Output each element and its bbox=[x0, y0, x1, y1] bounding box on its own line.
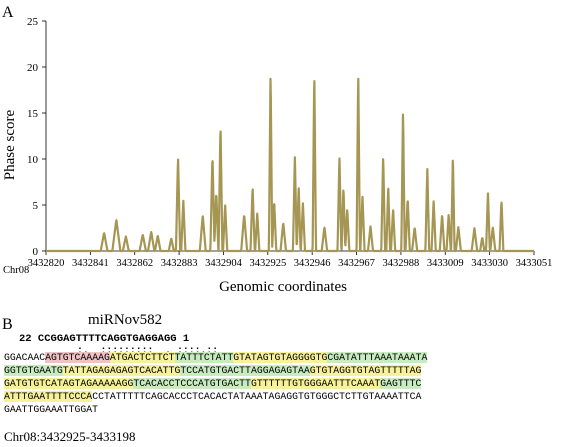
mirna-sequence: CCGGAGTTTTCAGGTGAGGAGG bbox=[37, 333, 177, 345]
sequence-line: GGTGTGAATGTATTAGAGAGAGTCACATTGTCCATGTGAC… bbox=[4, 364, 427, 377]
y-tick-label: 0 bbox=[33, 246, 39, 258]
x-tick-label: 3432841 bbox=[72, 258, 109, 269]
sequence-line: GAATTGGAAATTGGAT bbox=[4, 403, 427, 416]
mirna-sequence-row: 22 CCGGAGTTTTCAGGTGAGGAGG 1 bbox=[19, 333, 189, 346]
highlighted-segment-yellow: ATGACTCTTCT bbox=[109, 352, 175, 363]
sequence-segment: GGACAAC bbox=[4, 352, 46, 363]
mirna-start-index: 22 bbox=[19, 333, 32, 345]
x-tick-label: 3432820 bbox=[28, 258, 65, 269]
y-tick-label: 10 bbox=[27, 154, 39, 166]
x-tick-label: 3432988 bbox=[383, 258, 420, 269]
y-tick-label: 20 bbox=[27, 62, 39, 74]
pairing-symbols: :. ::::::::: . ::::.:: bbox=[77, 345, 219, 356]
chromosome-coordinates: Chr08:3432925-3433198 bbox=[4, 429, 136, 444]
highlighted-segment-yellow: GTTTTTTGTGGGAATTTCAAAT bbox=[250, 378, 381, 389]
mirna-name: miRNov582 bbox=[88, 312, 163, 328]
x-tick-label: 3433051 bbox=[516, 258, 553, 269]
x-tick-label: 3433009 bbox=[427, 258, 464, 269]
highlighted-segment-green: TATTTCTATT bbox=[174, 352, 234, 363]
highlighted-segment-yellow: ATTTGAATTTTCCCA bbox=[4, 391, 93, 402]
y-axis: 0 5 10 15 20 25 bbox=[27, 16, 47, 258]
phase-score-line bbox=[45, 77, 535, 253]
target-sequence: GGACAACAGTGTCAAAAGATGACTCTTCTTATTTCTATTG… bbox=[4, 351, 428, 416]
x-tick-label: 3432862 bbox=[116, 258, 153, 269]
panel-b-label: B bbox=[2, 316, 13, 333]
x-tick-label: 3432946 bbox=[294, 258, 331, 269]
highlighted-segment-yellow: TATTAGAGAGAGTCACATTG bbox=[62, 365, 181, 376]
highlighted-segment-green: CGATATTTAAATAAATA bbox=[327, 352, 428, 363]
y-tick-label: 5 bbox=[33, 200, 39, 212]
highlighted-segment-green: TCCATGTGACTTAGGAGAGTAA bbox=[180, 365, 310, 376]
highlighted-segment-pink: AGTGTCAAAAG bbox=[45, 352, 110, 363]
sequence-segment: GAATTGGAAATTGGAT bbox=[4, 404, 99, 415]
x-tick-label: 3432883 bbox=[161, 258, 198, 269]
y-tick-label: 15 bbox=[27, 108, 39, 120]
sequence-line: GATGTGTCATAGTAGAAAAAGGTCACACCTCCCATGTGAC… bbox=[4, 377, 427, 390]
x-tick-label: 3432904 bbox=[205, 258, 243, 269]
highlighted-segment-yellow: GTGTAGGTGTAGTTTTTAG bbox=[309, 365, 422, 376]
sequence-line: GGACAACAGTGTCAAAAGATGACTCTTCTTATTTCTATTG… bbox=[4, 351, 428, 364]
highlighted-segment-yellow: GATGTGTCATAGTAGAAAAAGG bbox=[4, 378, 134, 389]
x-axis-label: Genomic coordinates bbox=[219, 279, 347, 295]
sequence-segment: CCTATTTTTCAGCACCCTCACACTATAAATAGAGGTGTGG… bbox=[92, 391, 422, 402]
sequence-line: ATTTGAATTTTCCCACCTATTTTTCAGCACCCTCACACTA… bbox=[4, 390, 427, 403]
y-axis-label: Phase score bbox=[2, 109, 18, 180]
x-tick-label: 3432925 bbox=[249, 258, 286, 269]
x-tick-label: 3432967 bbox=[338, 258, 375, 269]
mirna-end-index: 1 bbox=[182, 333, 190, 345]
highlighted-segment-green: TCACACCTCCCATGTGACTT bbox=[133, 378, 251, 389]
y-tick-label: 25 bbox=[27, 16, 39, 28]
highlighted-segment-green: GGTGTGAATG bbox=[4, 365, 63, 376]
chromosome-label: Chr08 bbox=[3, 265, 29, 276]
highlighted-segment-green: GAGTTTC bbox=[380, 378, 422, 389]
x-axis: 3432820 3432841 3432862 3432883 3432904 34329… bbox=[28, 250, 553, 269]
highlighted-segment-yellow: GTATAGTGTAGGGGTG bbox=[233, 352, 328, 363]
x-tick-label: 3433030 bbox=[471, 258, 508, 269]
panel-a-label: A bbox=[2, 4, 14, 21]
